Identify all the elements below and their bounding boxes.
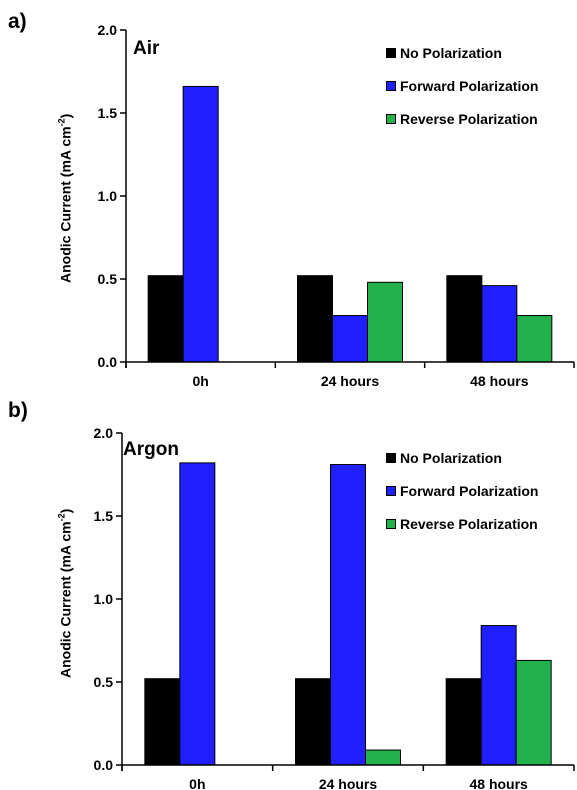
legend-label: No Polarization — [400, 449, 502, 466]
bar-reverse-polarization-2 — [516, 315, 553, 363]
legend-label: No Polarization — [400, 44, 502, 61]
legend: No Polarization Forward Polarization Rev… — [386, 441, 538, 540]
bar-no-polarization-1 — [295, 678, 331, 766]
legend-swatch — [386, 113, 396, 124]
bar-forward-polarization-2 — [481, 285, 518, 363]
bar-reverse-polarization-1 — [367, 281, 403, 363]
bar-no-polarization-1 — [297, 275, 333, 363]
y-tick-label: 1.5 — [98, 105, 118, 121]
legend-swatch — [386, 485, 396, 496]
bar-forward-polarization-2 — [480, 625, 517, 766]
bar-reverse-polarization-2 — [515, 659, 552, 766]
chart-panel-argon: b) Anodic Current (mA cm-2) 0.0 0.5 1.0 1.5… — [0, 395, 577, 790]
bar-forward-polarization-0 — [182, 85, 219, 363]
legend-item-reverse-polarization: Reverse Polarization — [386, 102, 538, 135]
bar-no-polarization-2 — [445, 678, 482, 766]
bar-no-polarization-0 — [147, 275, 184, 363]
y-tick-label: 0.0 — [94, 757, 114, 773]
x-category-label: 48 hours — [470, 373, 529, 389]
y-tick-label: 1.0 — [94, 591, 114, 607]
y-tick-label: 1.0 — [98, 188, 118, 204]
panel-label: b) — [8, 399, 28, 422]
legend-item-forward-polarization: Forward Polarization — [386, 69, 538, 102]
bar-forward-polarization-1 — [330, 464, 366, 766]
legend: No Polarization Forward Polarization Rev… — [386, 36, 538, 135]
legend-item-no-polarization: No Polarization — [386, 36, 538, 69]
legend-swatch — [386, 452, 396, 463]
legend-item-no-polarization: No Polarization — [386, 441, 538, 474]
legend-label: Reverse Polarization — [400, 515, 538, 532]
panel-label: a) — [8, 10, 27, 33]
legend-label: Reverse Polarization — [400, 110, 538, 127]
legend-swatch — [386, 47, 396, 58]
bar-forward-polarization-1 — [332, 315, 368, 363]
x-category-label: 0h — [189, 776, 205, 790]
x-category-label: 24 hours — [321, 373, 380, 389]
legend-label: Forward Polarization — [400, 482, 539, 499]
y-tick-label: 0.5 — [94, 674, 114, 690]
legend-swatch — [386, 80, 396, 91]
bar-reverse-polarization-1 — [365, 749, 401, 766]
legend-label: Forward Polarization — [400, 77, 539, 94]
chart-panel-air: a) Anodic Current (mA cm-2) 0.0 0.5 1.0 1.5… — [8, 10, 575, 389]
legend-swatch — [386, 518, 396, 529]
chart-subtitle: Air — [133, 38, 160, 59]
chart-subtitle: Argon — [123, 439, 179, 460]
y-tick-label: 0.0 — [98, 354, 118, 370]
y-tick-label: 2.0 — [94, 425, 114, 441]
x-category-label: 24 hours — [319, 776, 378, 790]
legend-item-forward-polarization: Forward Polarization — [386, 474, 538, 507]
bar-forward-polarization-0 — [179, 462, 216, 766]
x-category-label: 0h — [192, 373, 208, 389]
bar-no-polarization-0 — [144, 678, 181, 766]
y-tick-label: 0.5 — [98, 271, 118, 287]
y-tick-label: 1.5 — [94, 508, 114, 524]
legend-item-reverse-polarization: Reverse Polarization — [386, 507, 538, 540]
bar-chart-plot: 0.0 0.5 1.0 1.5 2.0 0h 24 hours 48 hours — [94, 425, 575, 790]
x-category-label: 48 hours — [469, 776, 528, 790]
y-tick-label: 2.0 — [98, 22, 118, 38]
bar-chart-plot: 0.0 0.5 1.0 1.5 2.0 0h 24 hours 48 hours — [98, 22, 575, 389]
bar-no-polarization-2 — [446, 275, 483, 363]
